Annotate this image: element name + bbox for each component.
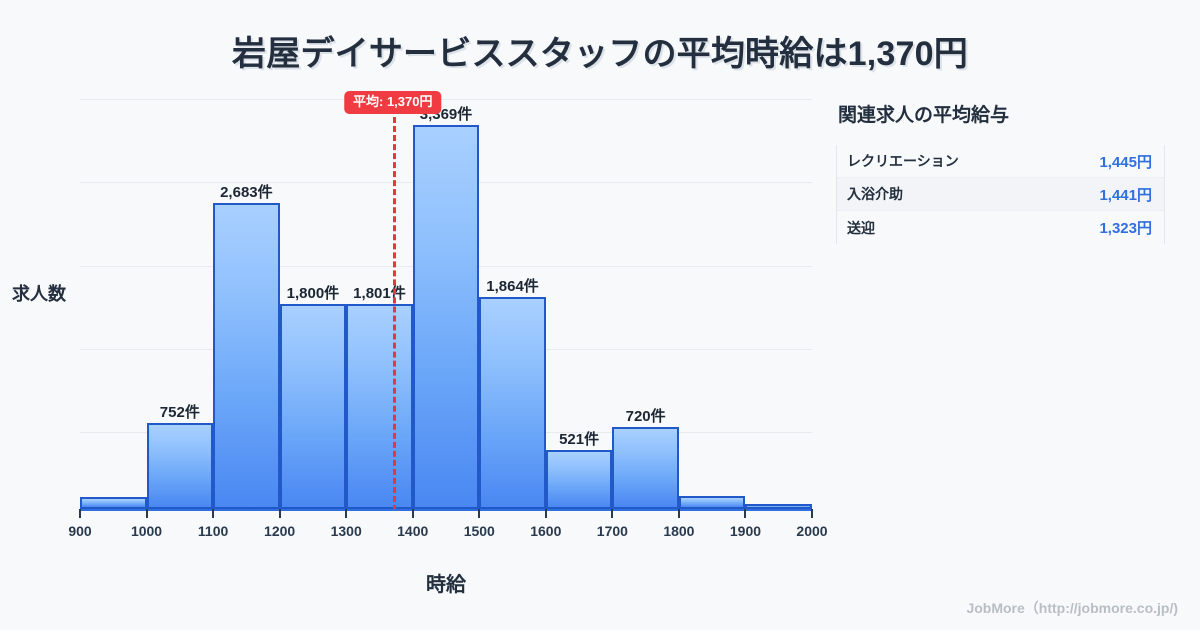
bar: [545, 449, 613, 509]
related-jobs-heading: 関連求人の平均給与: [838, 105, 1010, 126]
x-axis-title: 時給: [426, 574, 466, 596]
bar: [479, 296, 546, 509]
x-axis-tick: [478, 509, 481, 518]
x-axis-line: [80, 509, 812, 511]
related-job-salary: 1,441円: [1099, 186, 1152, 204]
x-axis-tick-label: 1100: [197, 523, 229, 539]
related-job-name: レクリエーション: [847, 153, 959, 169]
bar: [213, 203, 280, 509]
bar: [612, 427, 679, 509]
related-job-row[interactable]: 送迎 1,323円: [837, 211, 1164, 244]
x-axis-tick-label: 1000: [130, 523, 163, 539]
bar: [146, 423, 214, 509]
bar-value-label: 2,683件: [220, 184, 273, 202]
x-axis-tick: [544, 509, 547, 518]
x-axis-tick: [611, 509, 614, 518]
related-job-row[interactable]: レクリエーション 1,445円: [837, 145, 1164, 178]
x-axis-tick: [345, 509, 348, 518]
plot-area: 752件 2,683件 1,800件 1,801件 3,369件 1,864件 521件 72…: [68, 91, 828, 539]
bar-value-label: 1,864件: [486, 277, 539, 295]
x-axis-tick-label: 1700: [596, 523, 628, 539]
bar: [412, 125, 480, 509]
related-job-salary: 1,445円: [1099, 153, 1152, 171]
bar-value-label: 720件: [625, 408, 666, 425]
bar-value-label: 1,800件: [286, 285, 340, 302]
x-axis-tick: [212, 509, 215, 518]
average-badge: 平均: 1,370円: [344, 91, 442, 115]
related-job-name: 入浴介助: [847, 186, 903, 202]
gridline: [80, 99, 812, 100]
bar: [80, 497, 147, 509]
x-axis-tick-label: 900: [68, 523, 92, 539]
average-vline: [392, 117, 396, 511]
bar-value-label: 752件: [159, 404, 200, 422]
x-axis-tick-label: 1400: [397, 523, 429, 539]
x-axis-tick: [278, 509, 281, 518]
bar: [346, 303, 413, 509]
x-axis-tick: [811, 509, 813, 518]
histogram-chart: 求人数 752件 2,683件 1,800件 1,801件 3,369件 1,864件 52…: [0, 90, 830, 596]
x-axis-tick: [145, 509, 148, 518]
x-axis-tick: [677, 509, 680, 518]
x-axis-tick-label: 1600: [530, 523, 562, 539]
related-job-name: 送迎: [847, 219, 875, 236]
related-job-salary: 1,323円: [1099, 220, 1152, 237]
x-axis-tick-label: 1800: [663, 523, 695, 539]
bar: [279, 304, 347, 509]
bar-value-label: 521件: [559, 430, 600, 448]
x-axis-tick: [79, 509, 81, 518]
y-axis-title: 求人数: [12, 284, 66, 304]
x-axis-tick-label: 1200: [264, 523, 296, 539]
x-axis-tick: [744, 509, 747, 518]
bar: [678, 496, 746, 509]
x-axis-tick-label: 2000: [796, 523, 828, 539]
x-axis-tick-label: 1300: [330, 523, 362, 539]
x-axis-tick: [411, 509, 414, 518]
footer-watermark: JobMore（http://jobmore.co.jp/): [966, 600, 1178, 616]
related-job-row[interactable]: 入浴介助 1,441円: [837, 178, 1164, 211]
x-axis-tick-label: 1500: [463, 523, 495, 539]
related-jobs-table: レクリエーション 1,445円入浴介助 1,441円送迎 1,323円: [836, 145, 1165, 244]
x-axis-tick-label: 1900: [729, 523, 762, 539]
related-jobs-panel: 関連求人の平均給与 レクリエーション 1,445円入浴介助 1,441円送迎 1,32…: [836, 100, 1176, 244]
bar: [745, 504, 812, 509]
bar-value-label: 1,801件: [353, 284, 406, 302]
page-title: 岩屋デイサービススタッフの平均時給は1,370円: [232, 35, 968, 73]
